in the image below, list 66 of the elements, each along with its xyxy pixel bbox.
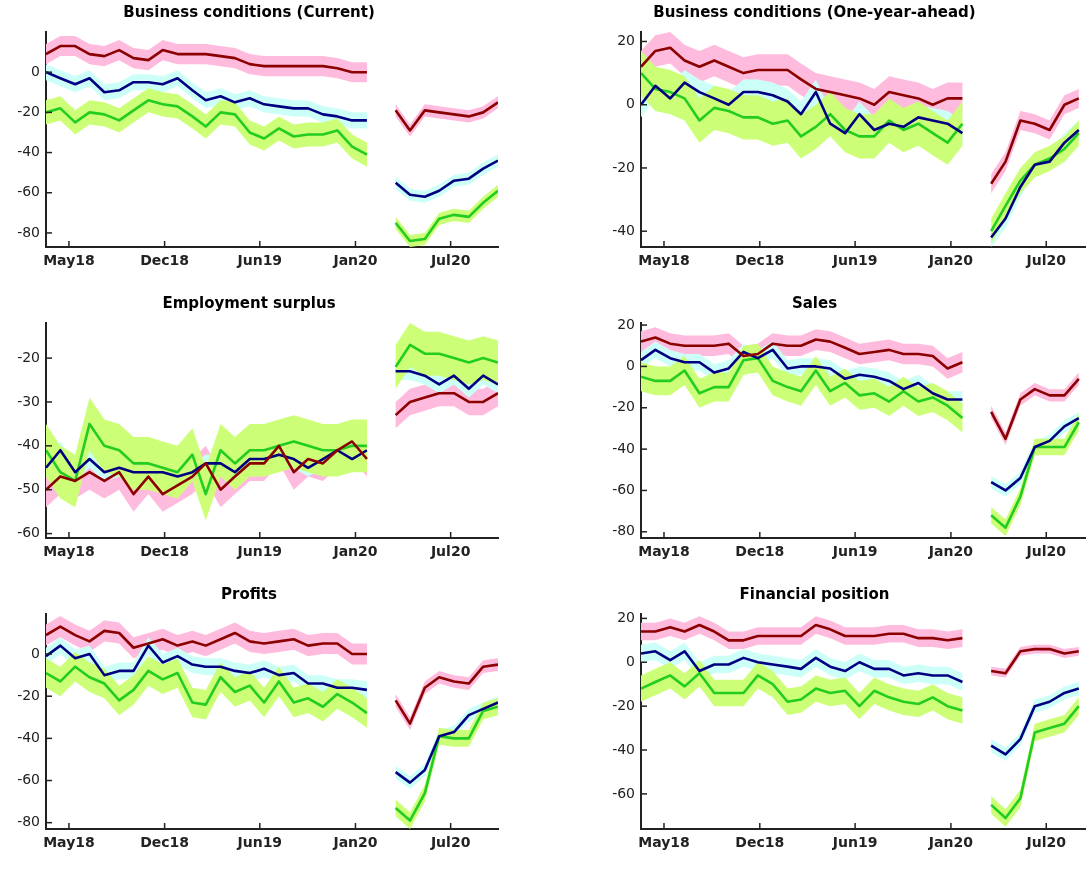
y-tick-label: -40	[17, 729, 40, 745]
y-tick-label: -40	[612, 221, 635, 238]
y-tick-label: -80	[17, 813, 40, 830]
y-tick-label: -40	[17, 143, 40, 160]
x-tick-label: Jul20	[429, 834, 471, 851]
x-tick-label: Jun19	[236, 834, 283, 851]
y-tick-label: -60	[17, 524, 40, 541]
x-tick-label: May18	[43, 252, 95, 269]
y-tick-label: -40	[17, 436, 40, 453]
x-tick-label: Jan20	[927, 543, 974, 560]
x-tick-label: Dec18	[735, 252, 785, 269]
x-tick-label: Jan20	[332, 543, 378, 560]
x-tick-label: May18	[638, 834, 690, 851]
y-tick-label: -60	[17, 183, 40, 200]
x-tick-label: Jun19	[831, 252, 878, 269]
y-tick-label: -20	[17, 103, 40, 120]
y-tick-label: -60	[17, 771, 40, 788]
x-tick-label: May18	[638, 543, 690, 560]
y-tick-label: -20	[17, 348, 40, 365]
y-tick-label: 0	[626, 652, 635, 669]
y-tick-label: 20	[617, 315, 635, 332]
chart-title: Business conditions (Current)	[123, 2, 375, 21]
y-tick-label: -20	[612, 398, 635, 415]
x-tick-label: Jun19	[831, 543, 878, 560]
y-tick-label: 20	[617, 32, 635, 49]
y-tick-label: -20	[17, 686, 40, 703]
x-tick-label: May18	[43, 834, 95, 851]
y-tick-label: -50	[17, 480, 40, 497]
y-tick-label: -30	[17, 392, 40, 409]
y-tick-label: -40	[612, 740, 635, 757]
y-tick-label: -60	[612, 784, 635, 801]
x-tick-label: May18	[638, 252, 690, 269]
y-tick-label: 0	[626, 357, 635, 374]
chart-title: Profits	[221, 584, 278, 603]
x-tick-label: Jul20	[1025, 834, 1067, 851]
chart-title: Sales	[791, 293, 838, 312]
x-tick-label: Jul20	[1025, 252, 1067, 269]
x-tick-label: Jan20	[927, 834, 974, 851]
x-tick-label: Dec18	[735, 834, 785, 851]
y-tick-label: -60	[612, 481, 635, 498]
chart-title: Business conditions (One-year-ahead)	[653, 2, 976, 21]
x-tick-label: Jan20	[332, 834, 378, 851]
x-tick-label: Jun19	[236, 252, 283, 269]
y-tick-label: -40	[612, 439, 635, 456]
chart-title: Employment surplus	[162, 293, 336, 312]
y-tick-label: 0	[626, 95, 635, 112]
y-tick-label: -80	[17, 223, 40, 240]
x-tick-label: May18	[43, 543, 95, 560]
x-tick-label: Jul20	[429, 252, 471, 269]
x-tick-label: Jul20	[429, 543, 471, 560]
y-tick-label: 0	[31, 644, 40, 661]
x-tick-label: Dec18	[140, 543, 190, 560]
chart-title: Financial position	[739, 584, 890, 603]
x-tick-label: Jun19	[831, 834, 878, 851]
y-tick-label: -20	[612, 158, 635, 175]
y-tick-label: 20	[617, 609, 635, 626]
x-tick-label: Dec18	[140, 834, 190, 851]
x-tick-label: Jan20	[927, 252, 974, 269]
x-tick-label: Jun19	[236, 543, 283, 560]
x-tick-label: Dec18	[140, 252, 190, 269]
y-tick-label: -80	[612, 522, 635, 539]
x-tick-label: Dec18	[735, 543, 785, 560]
x-tick-label: Jan20	[332, 252, 378, 269]
y-tick-label: -20	[612, 696, 635, 713]
x-tick-label: Jul20	[1025, 543, 1067, 560]
y-tick-label: 0	[31, 62, 40, 79]
